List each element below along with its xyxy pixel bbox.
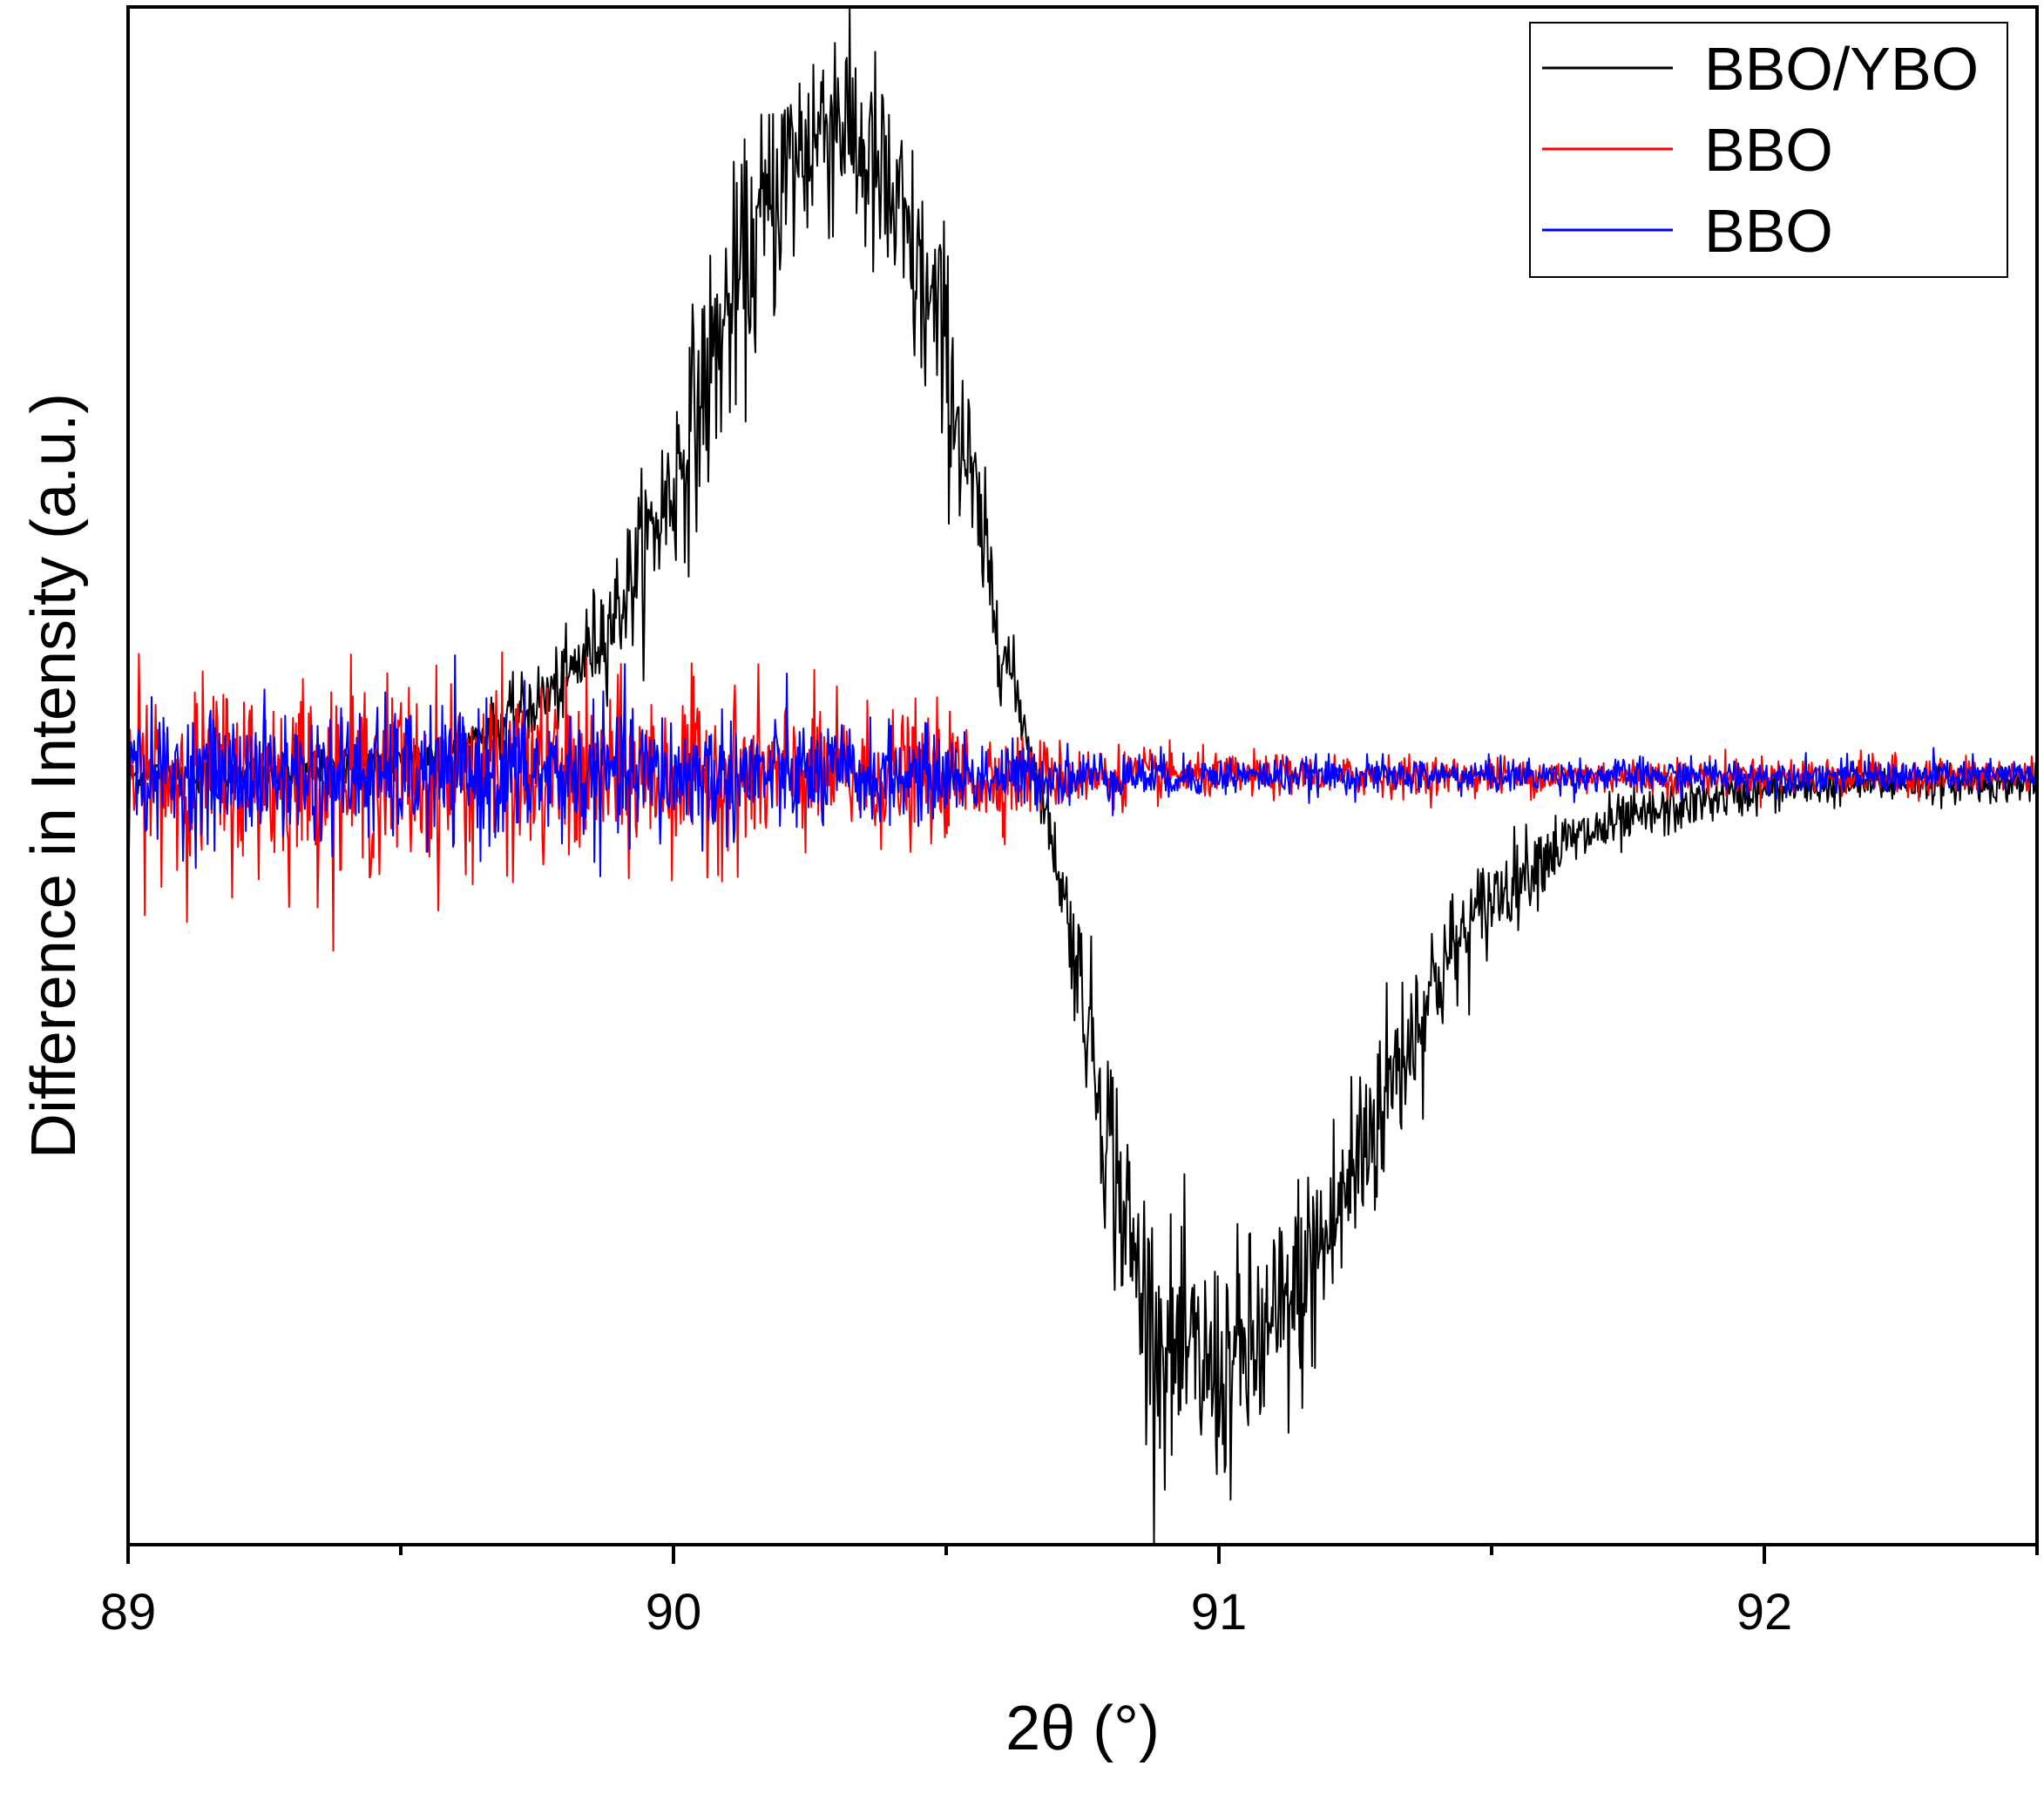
x-axis-title: 2θ (°) xyxy=(1005,1694,1160,1763)
x-tick-label: 92 xyxy=(1736,1584,1793,1641)
x-axis: 89 90 91 92 xyxy=(100,1545,2039,1641)
legend: BBO/YBO BBO BBO xyxy=(1529,22,2008,278)
legend-label: BBO xyxy=(1704,116,1833,184)
series-layer xyxy=(127,6,2038,1546)
y-axis-title: Difference in Intensity (a.u.) xyxy=(19,393,89,1159)
x-tick-label: 90 xyxy=(646,1584,702,1641)
plot-frame xyxy=(126,5,2039,1546)
legend-label: BBO xyxy=(1704,197,1833,265)
legend-label: BBO/YBO xyxy=(1704,35,1979,103)
x-tick-label: 91 xyxy=(1191,1584,1248,1641)
x-tick-label: 89 xyxy=(100,1584,157,1641)
series-line-3 xyxy=(127,654,2038,877)
